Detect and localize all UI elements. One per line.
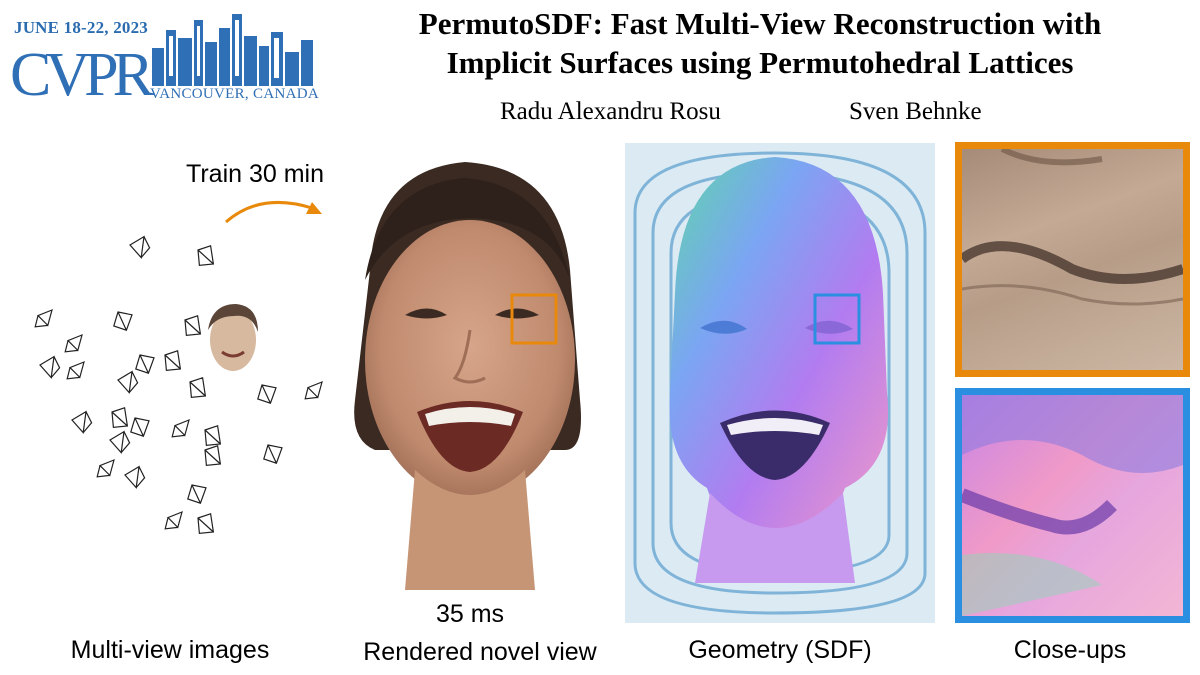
caption-rendered: Rendered novel view — [363, 638, 597, 666]
camera-frustum-icon — [130, 417, 150, 437]
paper-title: PermutoSDF: Fast Multi-View Reconstructi… — [330, 4, 1190, 82]
render-time-label: 35 ms — [435, 600, 505, 628]
caption-geometry: Geometry (SDF) — [688, 636, 872, 664]
train-time-label: Train 30 min — [186, 160, 325, 188]
render-closeup-box — [510, 293, 558, 345]
camera-frustum-icon — [124, 465, 146, 489]
camera-frustum-icon — [189, 377, 207, 399]
sdf-geometry-image — [625, 143, 935, 623]
camera-frustum-icon — [71, 410, 93, 434]
camera-frustum-icon — [197, 245, 215, 267]
conference-location: VANCOUVER, CANADA — [150, 86, 320, 102]
camera-frustum-icon — [34, 308, 53, 328]
thumbnail-face — [208, 304, 258, 371]
closeup-geometry-blue — [955, 388, 1190, 623]
camera-frustum-icon — [171, 418, 190, 438]
camera-frustum-icon — [204, 425, 222, 447]
author-2: Sven Behnke — [849, 98, 982, 125]
paper-title-line-2: Implicit Surfaces using Permutohedral La… — [446, 45, 1074, 80]
geometry-closeup-box — [813, 293, 861, 345]
camera-frustum-icon — [304, 380, 323, 400]
closeup-geometry-detail — [962, 395, 1183, 616]
camera-frustum-icon — [204, 445, 222, 467]
caption-closeups: Close-ups — [1013, 636, 1127, 664]
camera-frustum-icon — [96, 458, 115, 478]
camera-frustum-icon — [197, 513, 215, 535]
camera-frustum-icon — [39, 355, 61, 379]
cvpr-logo: CVPR — [10, 41, 154, 109]
camera-frustum-icon — [164, 510, 183, 530]
closeup-texture-orange — [955, 142, 1190, 377]
camera-frustum-icon — [184, 315, 202, 337]
paper-title-line-1: PermutoSDF: Fast Multi-View Reconstructi… — [418, 6, 1102, 41]
camera-frustums-diagram — [34, 235, 323, 535]
camera-frustum-icon — [257, 384, 277, 404]
camera-frustum-icon — [263, 444, 283, 464]
rendered-face-image — [354, 162, 581, 590]
train-arrow-icon — [225, 201, 322, 224]
conference-dates: JUNE 18-22, 2023 — [14, 18, 149, 37]
author-1: Radu Alexandru Rosu — [500, 98, 721, 125]
camera-frustum-icon — [66, 360, 85, 380]
camera-frustum-icon — [187, 484, 207, 504]
closeup-texture-detail — [962, 149, 1183, 306]
camera-frustum-icon — [117, 370, 139, 394]
camera-frustum-icon — [164, 350, 182, 372]
caption-multiview: Multi-view images — [70, 636, 270, 664]
camera-frustum-icon — [64, 333, 83, 353]
camera-frustum-icon — [129, 235, 151, 259]
camera-frustum-icon — [111, 407, 129, 429]
camera-frustum-icon — [135, 354, 155, 374]
camera-frustum-icon — [109, 430, 131, 454]
camera-frustum-icon — [113, 311, 133, 331]
vancouver-skyline-icon — [152, 14, 313, 86]
